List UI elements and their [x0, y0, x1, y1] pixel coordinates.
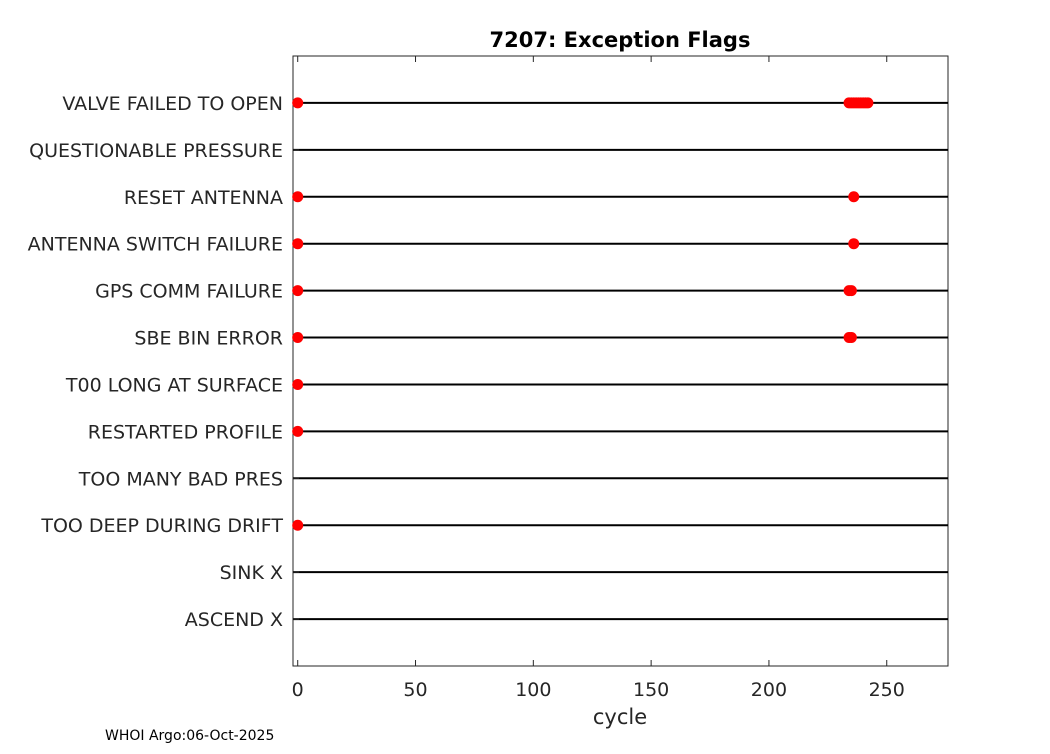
flag-marker [292, 285, 304, 297]
x-tick-label: 0 [292, 679, 304, 701]
x-tick-label: 50 [403, 679, 427, 701]
flag-marker [848, 191, 860, 203]
y-tick-label: RESET ANTENNA [124, 187, 283, 209]
y-tick-label: GPS COMM FAILURE [95, 281, 283, 303]
flag-marker [292, 191, 304, 203]
flag-marker [292, 332, 304, 344]
x-tick-label: 200 [751, 679, 787, 701]
flag-marker [292, 519, 304, 531]
y-tick-label: SBE BIN ERROR [134, 328, 283, 350]
flag-marker [292, 97, 304, 109]
flag-marker [292, 238, 304, 250]
y-tick-label: RESTARTED PROFILE [88, 421, 283, 443]
flag-marker [862, 97, 874, 109]
y-tick-label: VALVE FAILED TO OPEN [62, 93, 283, 115]
footer-text: WHOI Argo:06-Oct-2025 [105, 728, 274, 744]
y-tick-label: SINK X [220, 562, 283, 584]
y-tick-label: TOO MANY BAD PRES [78, 468, 283, 490]
chart-title: 7207: Exception Flags [490, 28, 751, 52]
x-tick-label: 150 [633, 679, 669, 701]
y-tick-label: QUESTIONABLE PRESSURE [29, 140, 283, 162]
x-axis-label: cycle [593, 705, 647, 729]
y-tick-label: TOO DEEP DURING DRIFT [40, 515, 283, 537]
flag-marker [292, 425, 304, 437]
flag-marker [848, 238, 860, 250]
x-tick-label: 100 [515, 679, 551, 701]
axes-box [292, 55, 949, 667]
flag-marker [845, 285, 857, 297]
flag-marker [292, 378, 304, 390]
plot-area: 0 50 100 150 200 250 VALVE FAILED TO OPEN QUEST… [28, 55, 949, 701]
x-tick-label: 250 [869, 679, 905, 701]
y-tick-label: ANTENNA SWITCH FAILURE [28, 234, 283, 256]
flag-marker [845, 332, 857, 344]
y-tick-label: T00 LONG AT SURFACE [65, 374, 283, 396]
y-tick-label: ASCEND X [185, 609, 283, 631]
